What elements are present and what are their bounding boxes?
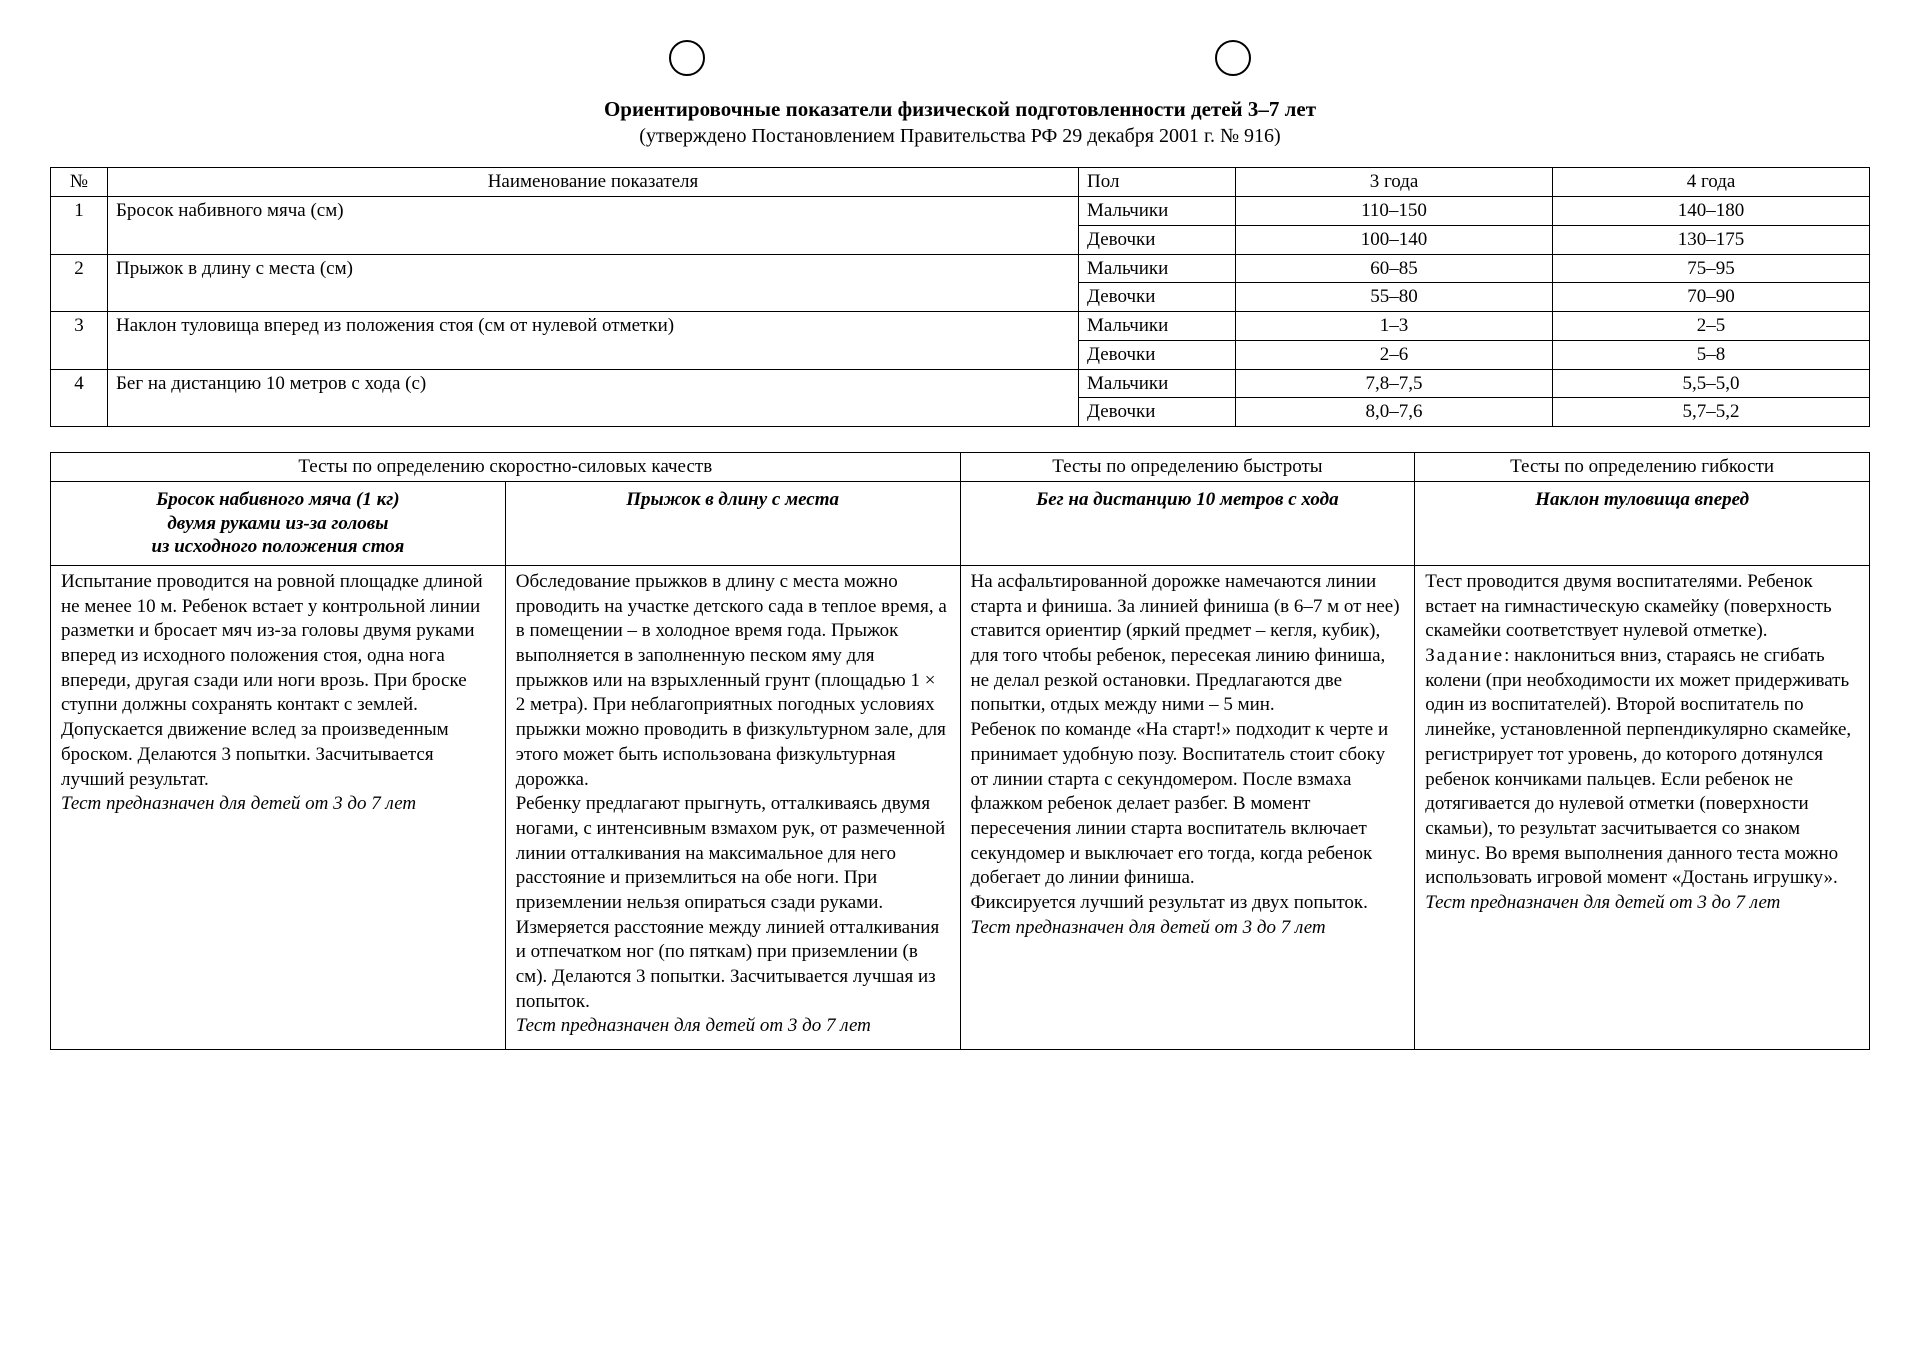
cell-y4: 140–180	[1553, 197, 1870, 226]
desc-row: Испытание проводится на ровной площадке …	[51, 566, 1870, 1050]
cell-name: Бег на дистанцию 10 метров с хода (с)	[108, 369, 1079, 427]
test-name: Бег на дистанцию 10 метров с хода	[960, 481, 1415, 565]
cell-num: 2	[51, 254, 108, 312]
cell-num: 3	[51, 312, 108, 370]
col-y4: 4 года	[1553, 168, 1870, 197]
tests-table: Тесты по определению скоростно-силовых к…	[50, 452, 1870, 1050]
table-row: 2 Прыжок в длину с места (см) Мальчики 6…	[51, 254, 1870, 283]
cell-sex: Мальчики	[1079, 254, 1236, 283]
cell-y3: 2–6	[1236, 340, 1553, 369]
cell-sex: Девочки	[1079, 398, 1236, 427]
test-desc: Обследование прыжков в длину с места мож…	[505, 566, 960, 1050]
table-row: 3 Наклон туловища вперед из положения ст…	[51, 312, 1870, 341]
punch-holes	[414, 40, 1506, 76]
indicators-table: № Наименование показателя Пол 3 года 4 г…	[50, 167, 1870, 427]
cell-num: 1	[51, 197, 108, 255]
test-desc: Испытание проводится на ровной площадке …	[51, 566, 506, 1050]
test-name: Наклон туловища вперед	[1415, 481, 1870, 565]
cell-y3: 1–3	[1236, 312, 1553, 341]
cell-y4: 5–8	[1553, 340, 1870, 369]
cell-sex: Мальчики	[1079, 312, 1236, 341]
punch-hole-right	[1215, 40, 1251, 76]
cell-name: Бросок набивного мяча (см)	[108, 197, 1079, 255]
cell-name: Прыжок в длину с места (см)	[108, 254, 1079, 312]
cell-y4: 5,5–5,0	[1553, 369, 1870, 398]
cell-y3: 7,8–7,5	[1236, 369, 1553, 398]
col-sex: Пол	[1079, 168, 1236, 197]
cell-sex: Девочки	[1079, 283, 1236, 312]
table-header-row: № Наименование показателя Пол 3 года 4 г…	[51, 168, 1870, 197]
page-title: Ориентировочные показатели физической по…	[50, 96, 1870, 122]
cell-y4: 130–175	[1553, 225, 1870, 254]
punch-hole-left	[669, 40, 705, 76]
cell-y3: 60–85	[1236, 254, 1553, 283]
cell-y4: 2–5	[1553, 312, 1870, 341]
cell-num: 4	[51, 369, 108, 427]
cell-y4: 70–90	[1553, 283, 1870, 312]
cell-sex: Девочки	[1079, 340, 1236, 369]
col-num: №	[51, 168, 108, 197]
test-name: Прыжок в длину с места	[505, 481, 960, 565]
group-header: Тесты по определению быстроты	[960, 453, 1415, 482]
col-y3: 3 года	[1236, 168, 1553, 197]
cell-sex: Девочки	[1079, 225, 1236, 254]
cell-y3: 100–140	[1236, 225, 1553, 254]
cell-y4: 5,7–5,2	[1553, 398, 1870, 427]
cell-y3: 8,0–7,6	[1236, 398, 1553, 427]
page-subtitle: (утверждено Постановлением Правительства…	[50, 124, 1870, 149]
col-header-row: Бросок набивного мяча (1 кг)двумя руками…	[51, 481, 1870, 565]
test-desc: На асфальтированной дорожке намечаются л…	[960, 566, 1415, 1050]
col-name: Наименование показателя	[108, 168, 1079, 197]
cell-y4: 75–95	[1553, 254, 1870, 283]
cell-name: Наклон туловища вперед из положения стоя…	[108, 312, 1079, 370]
table-row: 4 Бег на дистанцию 10 метров с хода (с) …	[51, 369, 1870, 398]
test-desc: Тест проводится двумя воспитателями. Реб…	[1415, 566, 1870, 1050]
group-header: Тесты по определению гибкости	[1415, 453, 1870, 482]
group-header: Тесты по определению скоростно-силовых к…	[51, 453, 961, 482]
cell-y3: 110–150	[1236, 197, 1553, 226]
test-name: Бросок набивного мяча (1 кг)двумя руками…	[51, 481, 506, 565]
cell-y3: 55–80	[1236, 283, 1553, 312]
cell-sex: Мальчики	[1079, 197, 1236, 226]
group-header-row: Тесты по определению скоростно-силовых к…	[51, 453, 1870, 482]
table-row: 1 Бросок набивного мяча (см) Мальчики 11…	[51, 197, 1870, 226]
cell-sex: Мальчики	[1079, 369, 1236, 398]
